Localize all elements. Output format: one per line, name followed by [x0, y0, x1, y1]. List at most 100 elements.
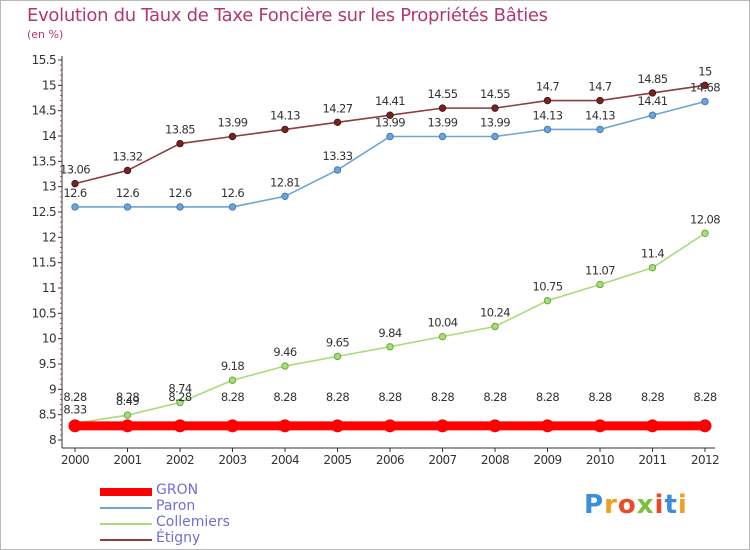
data-label-étigny: 14.13 — [270, 108, 300, 122]
data-label-étigny: 13.06 — [60, 163, 90, 177]
legend-swatch-paron — [100, 507, 152, 509]
data-label-paron: 14.13 — [533, 108, 563, 122]
data-label-gron: 8.28 — [273, 390, 296, 404]
data-point-gron — [278, 419, 292, 433]
y-tick-label: 13.5 — [32, 154, 56, 168]
legend-label-gron: GRON — [156, 482, 199, 498]
data-point-étigny — [438, 104, 447, 112]
legend-swatch-collemiers — [100, 523, 152, 525]
legend-label-paron: Paron — [156, 498, 196, 514]
data-point-gron — [68, 419, 82, 433]
logo-letter: i — [677, 490, 688, 520]
data-point-collemiers — [491, 322, 499, 331]
data-label-paron: 12.6 — [221, 186, 244, 200]
data-label-gron: 8.28 — [588, 390, 611, 404]
data-point-gron — [173, 419, 187, 433]
data-label-paron: 14.13 — [585, 108, 615, 122]
legend-swatch-etigny — [100, 539, 152, 541]
data-point-gron — [488, 419, 502, 433]
data-point-gron — [436, 419, 449, 433]
data-label-paron: 13.99 — [428, 116, 458, 130]
x-tick-label: 2005 — [323, 453, 351, 467]
data-point-étigny — [596, 96, 604, 105]
data-point-étigny — [333, 118, 342, 127]
logo-letter: r — [604, 490, 618, 520]
data-label-paron: 12.6 — [168, 186, 191, 200]
data-label-paron: 14.68 — [690, 81, 720, 95]
data-label-collemiers: 11.07 — [585, 263, 615, 277]
unit-label: (en %) — [27, 28, 64, 41]
data-label-paron: 13.99 — [375, 116, 405, 130]
data-point-paron — [491, 132, 499, 141]
data-label-paron: 13.99 — [480, 116, 510, 130]
data-point-paron — [71, 203, 79, 211]
x-tick-label: 2007 — [428, 453, 456, 467]
y-tick-label: 15.5 — [32, 53, 56, 67]
data-point-étigny — [491, 104, 499, 112]
data-point-paron — [701, 97, 709, 106]
y-tick-label: 9.5 — [39, 357, 56, 371]
data-point-paron — [386, 132, 394, 141]
data-point-collemiers — [333, 352, 342, 361]
data-label-gron: 8.28 — [483, 390, 506, 404]
x-tick-label: 2011 — [638, 453, 666, 467]
x-tick-label: 2009 — [533, 453, 561, 467]
x-tick-label: 2001 — [113, 453, 141, 467]
data-point-collemiers — [596, 280, 604, 289]
y-tick-label: 11.5 — [32, 256, 56, 270]
y-tick-label: 14 — [42, 129, 56, 143]
data-point-paron — [333, 166, 342, 174]
data-label-étigny: 13.99 — [218, 116, 248, 130]
data-point-étigny — [648, 89, 657, 97]
data-point-étigny — [228, 132, 237, 141]
data-label-étigny: 13.32 — [113, 149, 143, 163]
data-label-gron: 8.28 — [116, 390, 139, 404]
legend-label-etigny: Étigny — [156, 530, 201, 546]
data-point-paron — [543, 125, 552, 134]
data-label-paron: 12.6 — [63, 186, 86, 200]
y-tick-label: 10.5 — [32, 306, 56, 320]
data-label-collemiers: 8.74 — [168, 382, 191, 396]
data-point-collemiers — [228, 376, 237, 384]
data-point-collemiers — [648, 264, 657, 272]
data-point-paron — [228, 203, 237, 211]
y-tick-label: 8 — [49, 433, 56, 447]
logo-letter: P — [584, 490, 605, 520]
data-label-étigny: 14.27 — [323, 101, 353, 115]
data-label-collemiers: 12.08 — [690, 212, 720, 226]
data-label-collemiers: 9.46 — [273, 345, 296, 359]
data-label-étigny: 14.85 — [638, 72, 668, 86]
data-point-collemiers — [123, 411, 132, 419]
data-label-collemiers: 11.4 — [641, 247, 664, 261]
data-label-gron: 8.28 — [326, 390, 349, 404]
data-point-étigny — [176, 139, 184, 148]
data-label-collemiers: 10.24 — [480, 306, 510, 320]
x-tick-label: 2008 — [481, 453, 509, 467]
y-tick-label: 10 — [42, 332, 56, 346]
x-tick-label: 2006 — [376, 453, 404, 467]
data-point-étigny — [701, 81, 709, 90]
data-label-gron: 8.28 — [221, 390, 244, 404]
x-tick-label: 2002 — [166, 453, 194, 467]
data-point-gron — [698, 419, 712, 433]
data-label-étigny: 14.55 — [428, 87, 458, 101]
y-tick-label: 15 — [42, 78, 56, 92]
data-label-gron: 8.28 — [63, 390, 86, 404]
logo-letter: t — [664, 490, 678, 520]
data-label-paron: 14.41 — [638, 94, 668, 108]
data-label-étigny: 15 — [698, 64, 712, 78]
data-point-étigny — [71, 179, 79, 188]
data-label-collemiers: 9.65 — [326, 335, 349, 349]
data-label-collemiers: 8.49 — [116, 394, 139, 408]
legend-label-collemiers: Collemiers — [156, 514, 230, 530]
x-tick-label: 2012 — [691, 453, 719, 467]
data-label-paron: 12.6 — [116, 186, 139, 200]
data-point-gron — [121, 419, 134, 433]
data-point-gron — [331, 419, 344, 433]
data-label-paron: 12.81 — [270, 175, 300, 189]
legend-swatch-gron — [100, 488, 152, 496]
data-label-gron: 8.28 — [693, 390, 716, 404]
data-point-étigny — [543, 96, 552, 105]
